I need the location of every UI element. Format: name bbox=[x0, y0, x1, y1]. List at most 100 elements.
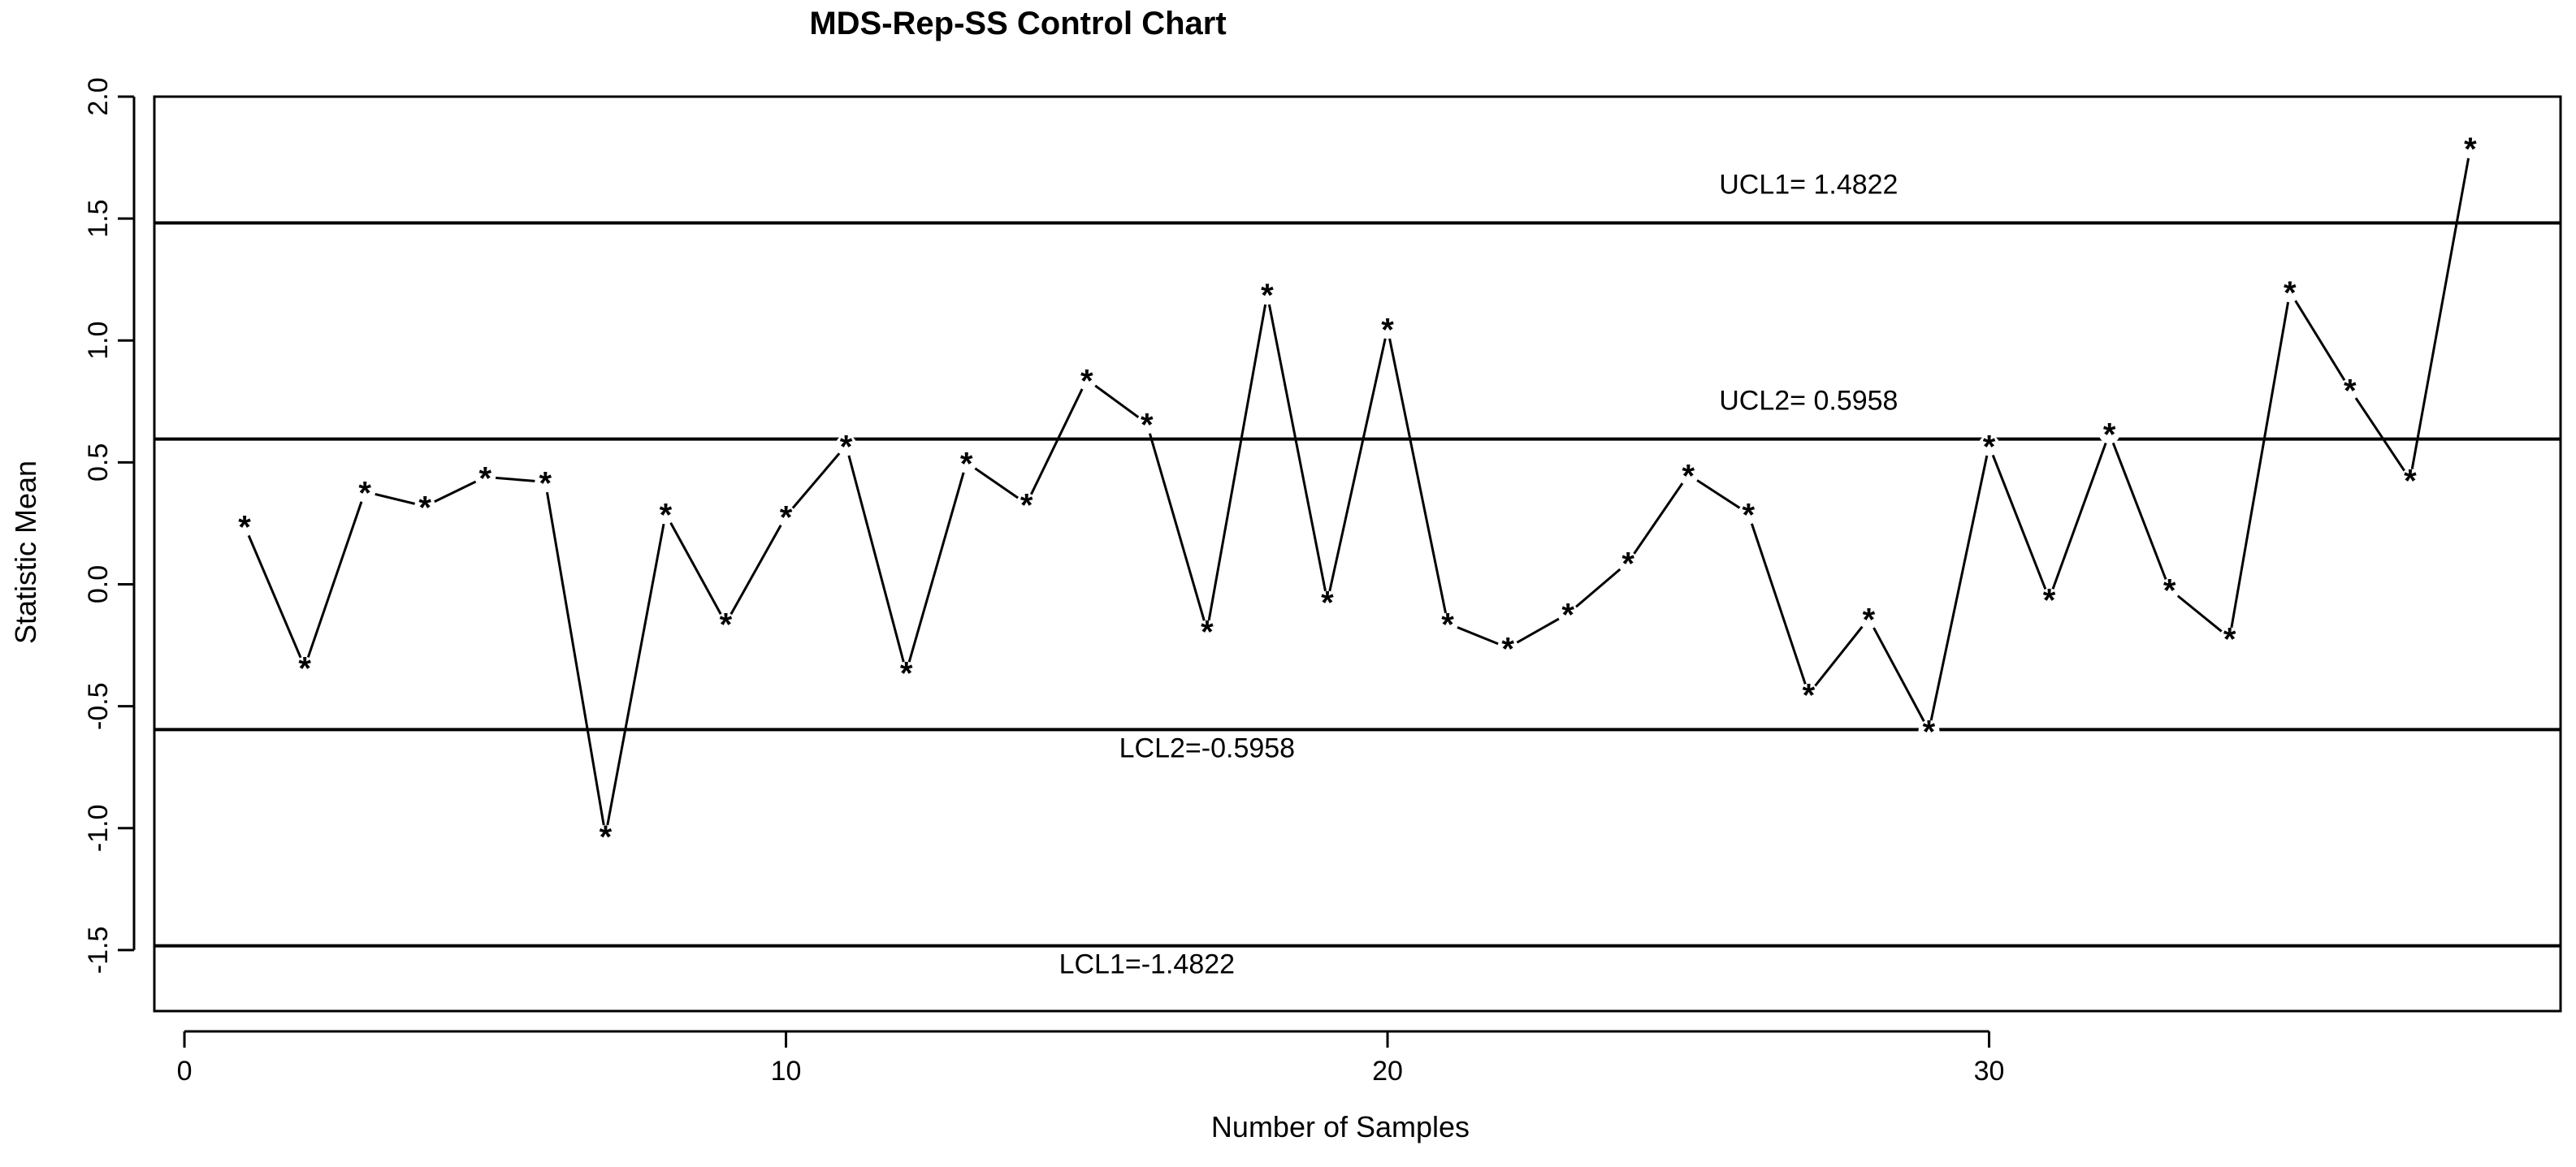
data-point-gap bbox=[775, 505, 797, 527]
y-axis: -1.5 -1.0 -0.5 0.0 0.5 1.0 1.5 2.0 bbox=[83, 77, 136, 975]
data-point-gap bbox=[1256, 283, 1278, 305]
data-point: * bbox=[1501, 632, 1514, 668]
data-point: * bbox=[1141, 407, 1154, 443]
y-tick-label: -1.5 bbox=[83, 927, 114, 975]
data-point: * bbox=[960, 446, 973, 482]
data-point: * bbox=[780, 499, 793, 535]
data-point-gap bbox=[234, 515, 256, 537]
data-point: * bbox=[478, 460, 491, 496]
data-point-gap bbox=[535, 471, 556, 493]
data-point-gap bbox=[2459, 137, 2481, 159]
data-point: * bbox=[1261, 278, 1274, 313]
data-point: * bbox=[1201, 615, 1214, 650]
y-tick-label: -0.5 bbox=[83, 682, 114, 730]
data-point: * bbox=[1863, 603, 1876, 638]
data-point-gap bbox=[1497, 637, 1519, 659]
data-point: * bbox=[238, 509, 251, 545]
data-point-gap bbox=[2219, 627, 2240, 649]
data-point: * bbox=[2344, 373, 2357, 408]
data-point-gap bbox=[1858, 607, 1880, 629]
plot-area-frame bbox=[153, 95, 2562, 1013]
x-tick-label: 20 bbox=[1372, 1056, 1403, 1087]
x-axis-label: Number of Samples bbox=[1211, 1110, 1470, 1143]
data-point: * bbox=[1621, 547, 1634, 582]
data-point: * bbox=[600, 819, 613, 855]
data-point-gap bbox=[2098, 422, 2120, 444]
data-point-gap bbox=[414, 495, 436, 517]
x-axis: 0 10 20 30 bbox=[177, 1030, 2005, 1087]
data-point-gap bbox=[1015, 493, 1037, 515]
data-point: * bbox=[1682, 458, 1695, 494]
y-tick-label: -1.0 bbox=[83, 805, 114, 853]
data-point: * bbox=[1020, 487, 1033, 523]
y-tick-label: 1.5 bbox=[83, 200, 114, 238]
y-tick-label: 0.0 bbox=[83, 565, 114, 603]
data-point-gap bbox=[895, 661, 917, 683]
data-point-gap bbox=[2399, 469, 2421, 491]
data-point: * bbox=[298, 651, 311, 687]
data-point-gap bbox=[1918, 720, 1940, 741]
data-point: * bbox=[2163, 573, 2176, 609]
data-point: * bbox=[2103, 417, 2116, 452]
data-point-gap bbox=[1316, 590, 1338, 612]
data-point: * bbox=[418, 490, 431, 525]
data-point: * bbox=[1743, 497, 1756, 533]
series-line bbox=[243, 147, 2472, 836]
data-point-gap bbox=[2038, 588, 2060, 610]
series-line-group bbox=[243, 147, 2472, 836]
ucl1-label: UCL1= 1.4822 bbox=[1719, 169, 1898, 200]
data-point-gap bbox=[1076, 369, 1098, 391]
x-tick-label: 0 bbox=[177, 1056, 193, 1087]
data-point-gap bbox=[835, 434, 857, 456]
data-point: * bbox=[660, 497, 673, 533]
data-point-gap bbox=[955, 452, 977, 473]
y-axis-label: Statistic Mean bbox=[9, 460, 42, 644]
data-point: * bbox=[1441, 607, 1454, 643]
x-tick-label: 10 bbox=[771, 1056, 802, 1087]
data-point: * bbox=[720, 607, 733, 643]
data-point: * bbox=[1983, 429, 1996, 465]
data-point-gap bbox=[1196, 620, 1218, 642]
data-point: * bbox=[900, 656, 913, 692]
data-point: * bbox=[2223, 622, 2236, 658]
data-point-gap bbox=[1136, 413, 1158, 434]
y-tick-label: 2.0 bbox=[83, 77, 114, 115]
data-point: * bbox=[1561, 598, 1574, 633]
data-point-gap bbox=[655, 503, 677, 525]
chart-title: MDS-Rep-SS Control Chart bbox=[809, 6, 1226, 41]
x-tick-label: 30 bbox=[1974, 1056, 2005, 1087]
data-point-gap bbox=[1798, 683, 1820, 705]
data-point: * bbox=[1923, 715, 1936, 750]
data-point-gap bbox=[2339, 378, 2361, 400]
data-point-gap bbox=[354, 481, 376, 503]
lcl2-label: LCL2=-0.5958 bbox=[1119, 733, 1295, 763]
series-markers: * * * * * * * * * * * * * * * * * * * * * * * * * * * * * * * * * * * * * * bbox=[234, 132, 2481, 855]
data-point-gap bbox=[1678, 464, 1699, 486]
data-point: * bbox=[1803, 678, 1816, 714]
data-point-gap bbox=[2279, 281, 2301, 303]
data-point-gap bbox=[474, 466, 496, 488]
data-point: * bbox=[1381, 312, 1394, 348]
data-point-gap bbox=[1738, 503, 1760, 525]
data-point-gap bbox=[2158, 578, 2180, 600]
data-point: * bbox=[840, 429, 853, 465]
lcl1-label: LCL1=-1.4822 bbox=[1059, 949, 1235, 980]
data-point-gap bbox=[294, 656, 316, 678]
data-point: * bbox=[2464, 132, 2477, 167]
data-point-gap bbox=[715, 612, 737, 634]
data-point: * bbox=[358, 475, 371, 511]
data-point: * bbox=[2284, 275, 2297, 311]
data-point-gap bbox=[1377, 318, 1399, 339]
data-point: * bbox=[1321, 586, 1334, 621]
data-point: * bbox=[539, 465, 552, 501]
data-point-gap bbox=[1437, 612, 1459, 634]
y-tick-label: 0.5 bbox=[83, 443, 114, 482]
data-point: * bbox=[2404, 463, 2417, 499]
control-limits: UCL1= 1.4822 UCL2= 0.5958 LCL2=-0.5958 LCL1… bbox=[154, 169, 2561, 980]
data-point-gap bbox=[595, 824, 617, 846]
ucl2-label: UCL2= 0.5958 bbox=[1719, 386, 1898, 417]
data-point: * bbox=[2043, 583, 2056, 619]
y-tick-label: 1.0 bbox=[83, 322, 114, 360]
